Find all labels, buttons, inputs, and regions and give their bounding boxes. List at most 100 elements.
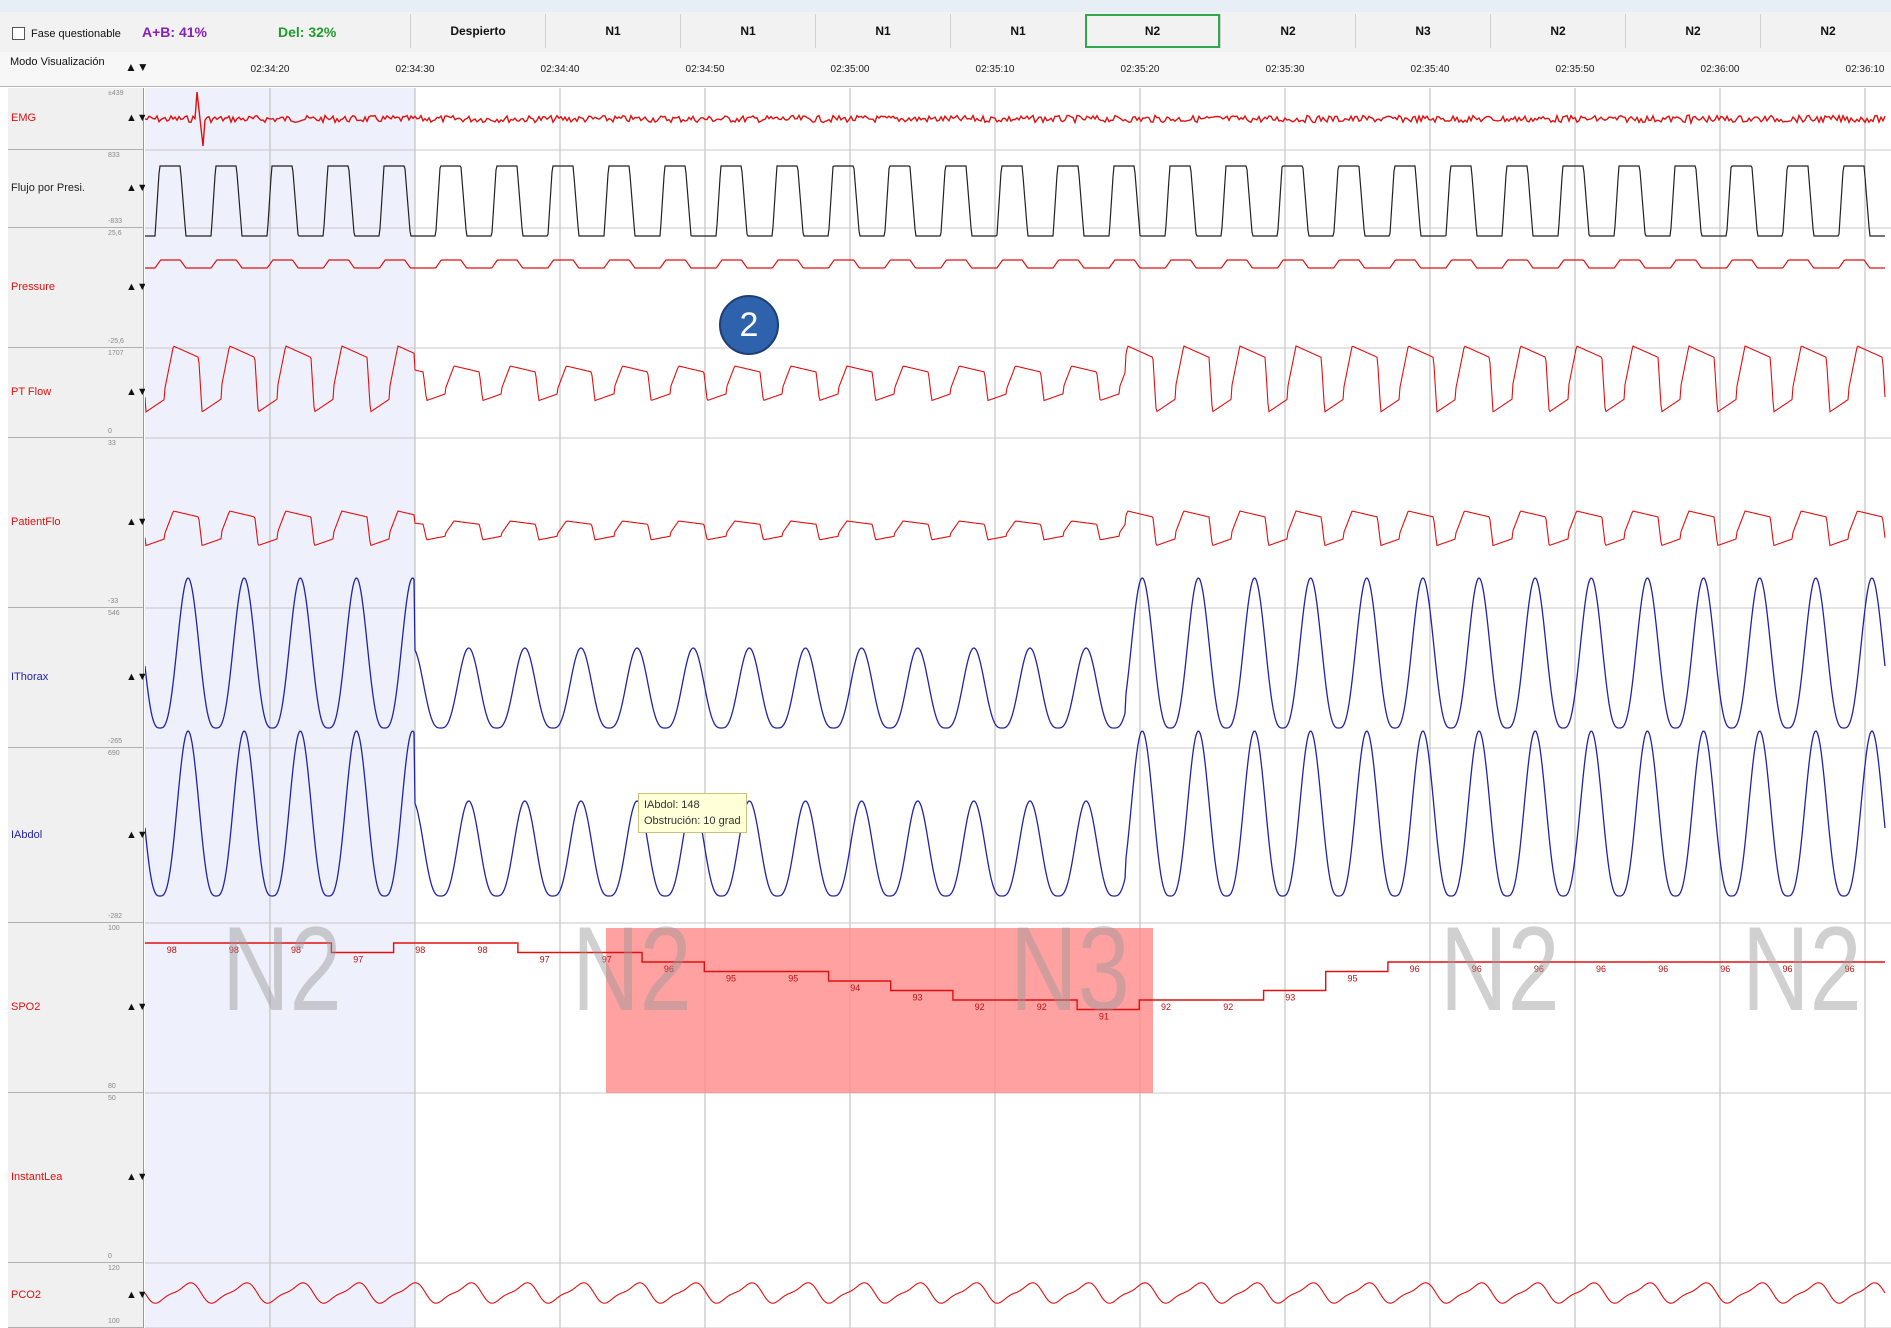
channel-scale-bottom: -33 [108, 598, 119, 605]
epoch-stage-cells: Despierto N1 N1 N1 N1 N2 N2 N3 N2 N2 N2 [410, 12, 1891, 52]
channel-row-pco2[interactable]: PCO2 ▲▼ 120 100 [8, 1263, 148, 1328]
channel-scale-arrows[interactable]: ▲▼ [126, 828, 148, 841]
time-tick-label: 02:34:40 [540, 64, 580, 75]
channel-scale-top: 33 [108, 440, 116, 447]
channel-row-emg[interactable]: EMG ▲▼ ±439 [8, 88, 148, 150]
channel-scale-arrows[interactable]: ▲▼ [126, 281, 148, 293]
del-percentage: Del: 32% [278, 24, 337, 40]
pt-flow-trace [145, 345, 1886, 413]
epoch-cell-1[interactable]: Despierto [410, 14, 545, 48]
channel-scale-arrows[interactable]: ▲▼ [126, 1171, 148, 1183]
spo2-value-label: 96 [1658, 964, 1668, 974]
channel-row-instantlea[interactable]: InstantLea ▲▼ 50 0 [8, 1093, 148, 1263]
signal-plot-area[interactable]: 98 98 98 97 98 98 97 97 96 95 95 94 93 92 92 91 92 92 93 95… [145, 88, 1891, 1328]
channel-scale-bottom: 100 [108, 1318, 120, 1325]
time-tick-label: 02:35:10 [975, 64, 1015, 75]
spo2-value-label: 98 [167, 945, 177, 955]
checkbox-label: Fase questionable [31, 27, 121, 40]
spo2-value-label: 96 [1472, 964, 1482, 974]
annotation-badge: 2 [719, 295, 779, 355]
channel-scale-bottom: -25,6 [108, 338, 124, 345]
epoch-cell-5[interactable]: N1 [950, 14, 1085, 48]
channel-scale-arrows[interactable]: ▲▼ [126, 671, 148, 683]
channel-label-panel: EMG ▲▼ ±439 Flujo por Presi. ▲▼ 833 -833 Pressu… [8, 88, 148, 1328]
spo2-value-label: 95 [1348, 974, 1358, 984]
channel-name: IAbdol [11, 828, 43, 841]
epoch-cell-2[interactable]: N1 [545, 14, 680, 48]
spo2-value-label: 97 [353, 955, 363, 965]
desaturation-highlight [606, 928, 1153, 1093]
spo2-value-label: 92 [1161, 1002, 1171, 1012]
epoch-cell-10[interactable]: N2 [1625, 14, 1760, 48]
channel-scale-bottom: 0 [108, 428, 112, 435]
flow-pressure-trace [145, 165, 1885, 237]
spo2-value-label: 98 [478, 945, 488, 955]
channel-row-spo2[interactable]: SPO2 ▲▼ 100 80 [8, 923, 148, 1093]
channel-scale-arrows[interactable]: ▲▼ [126, 1001, 148, 1013]
time-axis-header [0, 52, 1891, 87]
thorax-trace [145, 577, 1886, 729]
channel-row-patientflo[interactable]: PatientFlo ▲▼ 33 -33 [8, 438, 148, 608]
epoch-cell-8[interactable]: N3 [1355, 14, 1490, 48]
channel-scale-arrows[interactable]: ▲▼ [126, 386, 148, 398]
spo2-value-label: 96 [664, 964, 674, 974]
epoch-cell-9[interactable]: N2 [1490, 14, 1625, 48]
channel-name: InstantLea [11, 1171, 63, 1183]
channel-scale-bottom: -833 [108, 218, 123, 225]
time-tick-label: 02:35:50 [1555, 64, 1595, 75]
spo2-value-label: 93 [1285, 993, 1295, 1003]
channel-scale-bottom: 0 [108, 1253, 112, 1260]
channel-row-iabdol[interactable]: IAbdol ▲▼ 690 -282 [8, 748, 148, 923]
channel-scale-arrows[interactable]: ▲▼ [126, 112, 148, 124]
spo2-value-label: 95 [726, 974, 736, 984]
time-tick-label: 02:36:00 [1700, 64, 1740, 75]
spo2-value-label: 96 [1720, 964, 1730, 974]
spo2-value-label: 96 [1845, 964, 1855, 974]
channel-scale-bottom: 80 [108, 1083, 116, 1090]
channel-name: Flujo por Presi. [11, 182, 85, 194]
epoch-cell-7[interactable]: N2 [1220, 14, 1355, 48]
spo2-value-label: 96 [1783, 964, 1793, 974]
channel-name: PatientFlo [11, 516, 61, 528]
channel-scale-arrows[interactable]: ▲▼ [126, 182, 148, 194]
spo2-value-label: 96 [1534, 964, 1544, 974]
epoch-cell-3[interactable]: N1 [680, 14, 815, 48]
time-tick-label: 02:34:30 [395, 64, 435, 75]
pressure-trace [145, 259, 1885, 269]
channel-row-pressure[interactable]: Pressure ▲▼ 25,6 -25,6 [8, 228, 148, 348]
patient-flow-trace [145, 510, 1886, 547]
spo2-value-label: 96 [1410, 964, 1420, 974]
channel-scale-top: ±439 [108, 90, 124, 97]
stage-watermark: N2 [1742, 902, 1862, 1036]
channel-name: PT Flow [11, 386, 52, 398]
epoch-cell-6[interactable]: N2 [1085, 14, 1220, 48]
channel-scale-top: 25,6 [108, 230, 122, 237]
spo2-value-label: 93 [913, 993, 923, 1003]
tooltip-line-1: IAbdol: 148 [644, 799, 700, 811]
pco2-trace [145, 1282, 1886, 1304]
channel-scale-arrows[interactable]: ▲▼ [126, 516, 148, 528]
questionable-checkbox[interactable]: Fase questionable [12, 27, 121, 40]
spo2-value-label: 96 [1596, 964, 1606, 974]
checkbox-box[interactable] [12, 27, 25, 40]
spo2-value-label: 94 [850, 983, 860, 993]
channel-row-flujo-por-presi-[interactable]: Flujo por Presi. ▲▼ 833 -833 [8, 150, 148, 228]
epoch-cell-4[interactable]: N1 [815, 14, 950, 48]
channel-row-ithorax[interactable]: IThorax ▲▼ 546 -265 [8, 608, 148, 748]
stage-watermark: N2 [1440, 902, 1560, 1036]
stage-watermark: N2 [572, 902, 692, 1036]
channel-scale-top: 1707 [108, 350, 124, 357]
display-mode-arrows[interactable]: ▲▼ [125, 60, 149, 74]
channel-scale-top: 100 [108, 925, 120, 932]
spo2-value-label: 97 [602, 955, 612, 965]
time-tick-label: 02:35:20 [1120, 64, 1160, 75]
epoch-shade-band [145, 88, 415, 1328]
channel-scale-arrows[interactable]: ▲▼ [126, 1288, 148, 1301]
channel-row-pt-flow[interactable]: PT Flow ▲▼ 1707 0 [8, 348, 148, 438]
spo2-value-label: 91 [1099, 1012, 1109, 1022]
channel-name: PCO2 [11, 1288, 41, 1301]
spo2-value-label: 98 [229, 945, 239, 955]
epoch-cell-11[interactable]: N2 [1760, 14, 1891, 48]
time-tick-label: 02:35:30 [1265, 64, 1305, 75]
